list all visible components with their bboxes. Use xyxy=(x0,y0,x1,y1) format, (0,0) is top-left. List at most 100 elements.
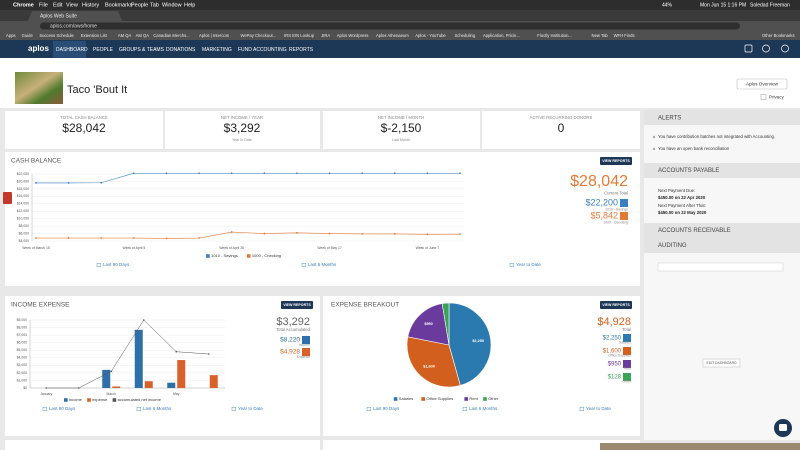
legend-label: accumulated net income xyxy=(118,397,162,402)
bookmark[interactable]: WFH Finds xyxy=(614,33,635,38)
menu-item[interactable]: Chrome xyxy=(13,3,34,9)
menu-item[interactable]: Edit xyxy=(53,3,63,9)
edit-dashboard-button[interactable] xyxy=(702,358,741,368)
range-link[interactable]: Last 6 Months xyxy=(469,406,498,411)
series-line xyxy=(36,231,461,239)
user-icon[interactable] xyxy=(781,44,789,53)
bookmark[interactable]: WePay Checkout... xyxy=(240,33,276,38)
bar xyxy=(134,329,143,388)
bookmark[interactable]: IRS EIN Lookup xyxy=(284,33,315,38)
bookmark[interactable]: Other Bookmarks xyxy=(762,33,795,38)
range-link[interactable]: Last 90 Days xyxy=(49,406,76,411)
button-label[interactable]: Aplos Overview xyxy=(746,81,779,86)
menu-item[interactable]: People xyxy=(131,3,148,9)
point xyxy=(263,172,266,175)
bookmark[interactable]: AM QA xyxy=(136,33,150,38)
button-label[interactable]: EDIT DASHBOARD xyxy=(706,361,737,365)
tab[interactable] xyxy=(28,11,122,21)
video-strip xyxy=(600,443,800,450)
summary-value: $22,200 xyxy=(585,197,618,207)
bookmark[interactable]: Apps xyxy=(6,33,16,38)
menu-item[interactable]: Bookmarks xyxy=(105,3,133,9)
point xyxy=(296,172,298,175)
tab-strip xyxy=(0,10,800,21)
bookmark[interactable]: Guide xyxy=(22,33,34,38)
bookmark[interactable]: Extension List xyxy=(81,33,108,38)
bookmark[interactable]: Scheduling xyxy=(454,33,475,38)
view-reports-button[interactable] xyxy=(600,301,632,309)
view-reports-button[interactable] xyxy=(281,301,313,309)
bookmark[interactable]: Application, Pricin... xyxy=(483,33,520,38)
nav-item[interactable]: FUND ACCOUNTING xyxy=(238,47,287,53)
button-label[interactable]: VIEW REPORTS xyxy=(602,303,630,307)
point xyxy=(328,232,331,235)
point xyxy=(142,319,145,321)
summary-label: Other xyxy=(623,379,632,383)
series-line xyxy=(46,319,209,389)
summary-label: Income xyxy=(299,343,310,347)
legend-label: Office Supplies xyxy=(426,396,453,401)
tab-title[interactable]: Aplos Web Suite xyxy=(40,13,77,19)
menu-item[interactable]: View xyxy=(66,3,78,9)
point xyxy=(207,353,210,355)
range-link[interactable]: Year to Date xyxy=(238,406,263,411)
bookmark[interactable]: Aplos Athenaeum xyxy=(376,33,409,38)
org-header xyxy=(0,58,800,108)
bookmark[interactable]: Canadian Merchs... xyxy=(153,33,189,38)
bookmark[interactable]: Aplos Wordpress xyxy=(337,33,369,38)
menu-item[interactable]: Window xyxy=(162,3,182,9)
nav-item[interactable]: DONATIONS xyxy=(166,47,196,53)
point xyxy=(393,233,396,235)
summary-swatch xyxy=(623,373,631,381)
x-tick-label: Week of April 26 xyxy=(219,246,244,250)
button-label[interactable]: VIEW REPORTS xyxy=(283,303,311,307)
legend-label: Salaries xyxy=(399,396,413,401)
menu-item[interactable]: Tab xyxy=(150,3,159,9)
bookmark[interactable]: Aplos - YouTube xyxy=(415,33,446,38)
bookmark[interactable]: JIRA xyxy=(321,33,330,38)
summary-value: $5,842 xyxy=(590,210,618,220)
privacy-checkbox[interactable] xyxy=(760,94,767,100)
legend-label: Rent xyxy=(469,396,478,401)
apps-icon[interactable] xyxy=(744,44,753,53)
range-link[interactable]: Last 90 Days xyxy=(373,406,400,411)
menu-item[interactable]: History xyxy=(82,3,99,9)
sidebar-title: ALERTS xyxy=(658,116,681,122)
side-tab[interactable] xyxy=(3,192,12,204)
summary-swatch xyxy=(620,212,628,220)
legend-swatch xyxy=(87,398,91,402)
point xyxy=(198,237,200,239)
menu-item[interactable]: File xyxy=(39,3,48,9)
summary-value: $8,220 xyxy=(280,337,300,344)
range-link[interactable]: Last 6 Months xyxy=(308,262,337,267)
nav-item[interactable]: DASHBOARD xyxy=(56,47,88,53)
bookmark[interactable]: Success Schedule xyxy=(39,33,74,38)
range-link[interactable]: Year to Date xyxy=(516,262,541,267)
nav-item[interactable]: MARKETING xyxy=(202,47,232,53)
range-link[interactable]: Year to Date xyxy=(586,406,611,411)
range-link[interactable]: Last 90 Days xyxy=(103,262,130,267)
y-tick-label: $7,000 xyxy=(17,333,27,337)
nav-item[interactable]: REPORTS xyxy=(289,47,314,53)
button-label[interactable]: VIEW REPORTS xyxy=(602,159,630,163)
nav-item[interactable]: PEOPLE xyxy=(93,47,114,53)
summary-swatch xyxy=(623,360,631,368)
nav-item[interactable]: GROUPS & TEAMS xyxy=(119,47,165,53)
omnibox[interactable] xyxy=(40,22,740,30)
org-logo xyxy=(15,72,63,104)
active-tab[interactable] xyxy=(53,41,86,58)
bookmark[interactable]: Floctly Institution... xyxy=(537,33,572,38)
menu-item[interactable]: Help xyxy=(184,3,195,9)
range-link[interactable]: Last 6 Months xyxy=(143,406,172,411)
help-icon[interactable] xyxy=(762,44,770,53)
bar xyxy=(209,375,218,388)
kpi-value: $-2,150 xyxy=(381,121,422,135)
bookmark[interactable]: AM QA xyxy=(118,33,132,38)
view-reports-button[interactable] xyxy=(600,157,632,165)
bookmark[interactable]: Aplos | Intercom xyxy=(199,33,230,38)
overview-button[interactable] xyxy=(736,78,788,90)
search-input[interactable] xyxy=(657,262,784,272)
alert-text: You have an open bank reconciliation xyxy=(658,146,730,151)
chat-icon xyxy=(779,424,787,431)
bookmark[interactable]: New Tab xyxy=(592,33,609,38)
